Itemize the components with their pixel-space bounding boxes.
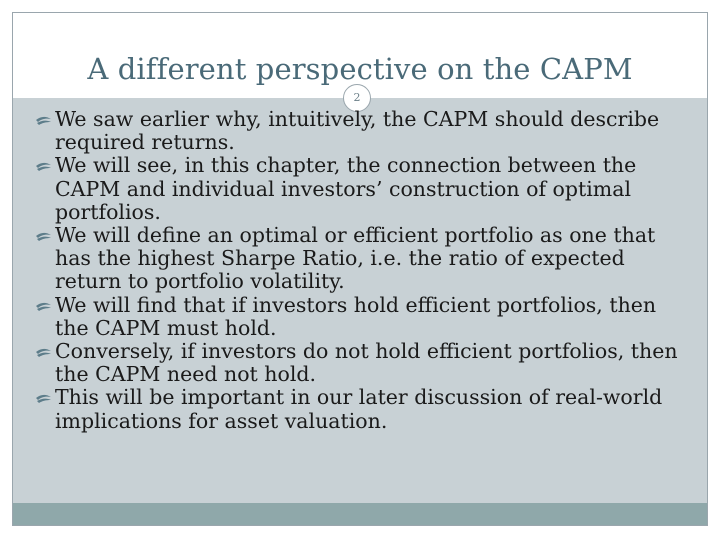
footer-bar [13, 503, 707, 525]
bullet-item: This will be important in our later disc… [33, 386, 683, 432]
swoosh-bullet-icon [33, 386, 53, 409]
bullet-text: We will find that if investors hold effi… [55, 292, 657, 340]
bullet-item: Conversely, if investors do not hold eff… [33, 339, 683, 387]
content-area [13, 98, 707, 503]
swoosh-bullet-icon [33, 154, 53, 177]
swoosh-bullet-icon [33, 294, 53, 317]
page-number: 2 [343, 84, 371, 112]
bullet-item: We will see, in this chapter, the connec… [33, 154, 683, 224]
bullet-item: We will find that if investors hold effi… [33, 292, 683, 340]
swoosh-bullet-icon [33, 224, 53, 247]
bullet-text: Conversely, if investors do not hold eff… [55, 339, 678, 387]
bullet-text: This will be important in our later disc… [55, 385, 663, 433]
slide-title: A different perspective on the CAPM [87, 52, 633, 86]
swoosh-bullet-icon [33, 108, 53, 131]
bullet-item: We saw earlier why, intuitively, the CAP… [33, 107, 683, 155]
bullet-text: We will see, in this chapter, the connec… [55, 153, 637, 224]
bullet-text: We will define an optimal or efficient p… [55, 223, 656, 294]
bullet-list: We saw earlier why, intuitively, the CAP… [33, 107, 683, 433]
swoosh-bullet-icon [33, 340, 53, 363]
bullet-text: We saw earlier why, intuitively, the CAP… [55, 107, 660, 155]
title-area: A different perspective on the CAPM [13, 13, 707, 98]
bullet-item: We will define an optimal or efficient p… [33, 223, 683, 294]
